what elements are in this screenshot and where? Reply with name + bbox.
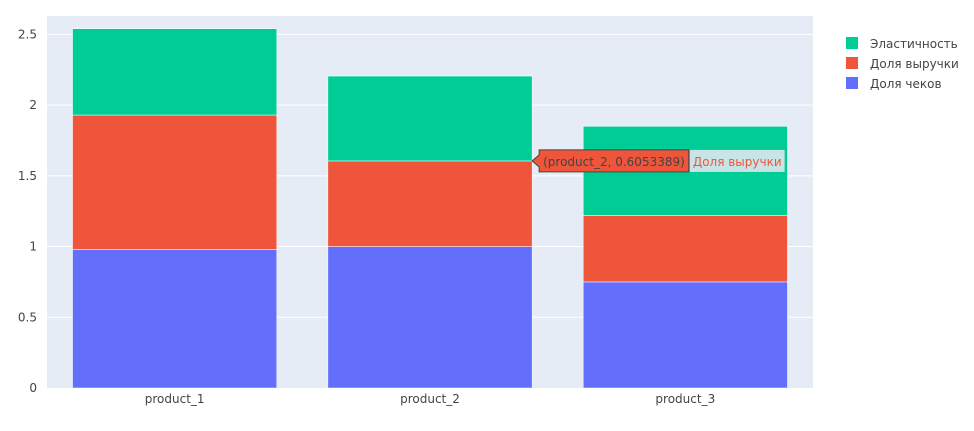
hover-tooltip: (product_2, 0.6053389) Доля выручки: [531, 149, 785, 173]
legend-label: Доля чеков: [870, 77, 942, 91]
legend-item[interactable]: Эластичность: [846, 37, 958, 51]
hover-tooltip-text: (product_2, 0.6053389): [543, 155, 685, 169]
bars[interactable]: [72, 28, 788, 389]
bar-product_3-series-0[interactable]: [582, 281, 788, 389]
hover-tooltip-box: [531, 149, 690, 173]
y-tick-label: 1.5: [18, 169, 37, 183]
y-tick-label: 0.5: [18, 310, 37, 324]
y-tick-label: 2: [29, 98, 37, 112]
y-tick-label: 1: [29, 240, 37, 254]
x-tick-label: product_3: [655, 392, 715, 406]
x-tick-label: product_1: [145, 392, 205, 406]
bar-product_2-series-2[interactable]: [327, 75, 533, 162]
bar-product_1-series-0[interactable]: [72, 249, 278, 389]
y-axis: 0 0.5 1 1.5 2 2.5: [18, 27, 37, 395]
legend-swatch: [846, 37, 858, 49]
legend-swatch: [846, 57, 858, 69]
y-tick-label: 2.5: [18, 27, 37, 41]
bar-product_2-series-1[interactable]: [327, 160, 533, 247]
legend-item[interactable]: Доля выручки: [846, 57, 959, 71]
bar-product_1-series-2[interactable]: [72, 28, 278, 116]
legend-label: Доля выручки: [870, 57, 959, 71]
bar-product_2-series-0[interactable]: [327, 246, 533, 389]
hover-series-label: Доля выручки: [693, 155, 782, 169]
hover-series-label-background: [689, 149, 785, 172]
y-tick-label: 0: [29, 381, 37, 395]
legend-swatch: [846, 77, 858, 89]
bar-product_1-series-1[interactable]: [72, 114, 278, 250]
bar-product_3-series-1[interactable]: [582, 215, 788, 283]
x-axis: product_1 product_2 product_3: [145, 392, 715, 406]
legend[interactable]: Эластичность Доля выручки Доля чеков: [846, 37, 959, 91]
legend-label: Эластичность: [870, 37, 958, 51]
legend-item[interactable]: Доля чеков: [846, 77, 942, 91]
x-tick-label: product_2: [400, 392, 460, 406]
